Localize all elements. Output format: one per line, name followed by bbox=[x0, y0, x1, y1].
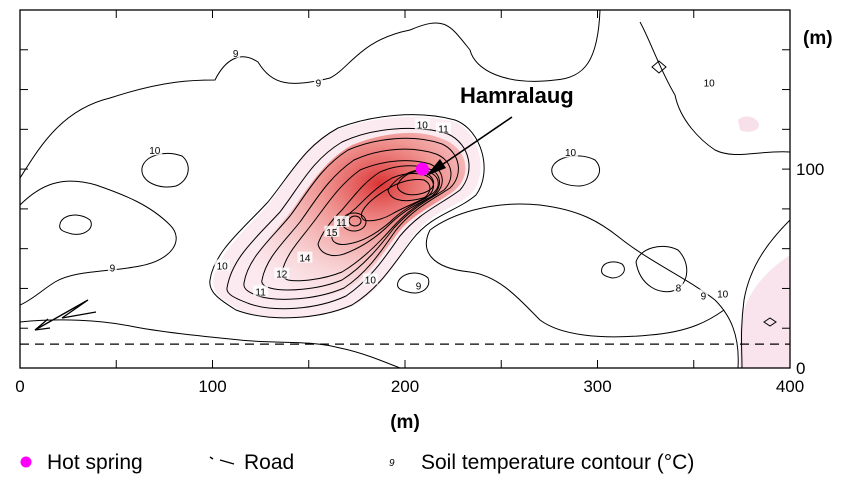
contour-15 bbox=[317, 165, 440, 257]
contour-label-background bbox=[297, 251, 313, 263]
contour-label: 14 bbox=[299, 254, 311, 265]
contour-label-background bbox=[333, 215, 349, 227]
contour-label: 8 bbox=[676, 283, 682, 294]
contour-label-background bbox=[701, 76, 717, 88]
contour-small-east-peak bbox=[763, 317, 777, 327]
contour-18-south-peak bbox=[348, 215, 362, 227]
contour-9-east bbox=[429, 203, 739, 368]
contour-label: 10 bbox=[217, 262, 229, 273]
legend-contour-label: Soil temperature contour (°C) bbox=[421, 451, 694, 474]
legend-hot-spring-icon bbox=[20, 456, 32, 468]
x-tick-label: 100 bbox=[198, 377, 226, 396]
contour-small-north-diamond bbox=[651, 60, 667, 74]
warm-zone-east-2 bbox=[738, 116, 760, 132]
contour-10-east-edge bbox=[741, 219, 790, 368]
contour-9-north bbox=[20, 10, 601, 179]
contour-label-background bbox=[715, 287, 731, 299]
legend-road-icon bbox=[209, 456, 235, 465]
contour-19 bbox=[397, 171, 435, 196]
y-tick-label: 0 bbox=[796, 359, 805, 378]
contour-10-east-loop bbox=[639, 21, 790, 156]
contour-label: 10 bbox=[417, 120, 429, 131]
contour-label-background bbox=[313, 76, 323, 88]
contour-label: 11 bbox=[336, 218, 347, 229]
x-axis-ticks: 0 100 200 300 400 bbox=[15, 10, 804, 396]
contour-8-loop bbox=[635, 246, 688, 293]
contour-9-central bbox=[425, 229, 725, 338]
temperature-anomaly bbox=[239, 132, 466, 303]
contour-label-background bbox=[253, 285, 269, 297]
contour-label: 9 bbox=[416, 281, 422, 292]
contour-label: 10 bbox=[565, 148, 577, 159]
contour-label: 9 bbox=[110, 264, 116, 275]
contour-16 bbox=[331, 173, 434, 245]
contour-label-background bbox=[413, 279, 423, 291]
contour-label: 9 bbox=[316, 79, 322, 90]
contour-label-background bbox=[274, 267, 290, 279]
contour-label-background bbox=[436, 122, 451, 134]
x-tick-label: 300 bbox=[583, 377, 611, 396]
contour-10-main bbox=[209, 114, 485, 319]
hot-spring-marker bbox=[415, 162, 429, 176]
contour-label: 11 bbox=[255, 287, 266, 298]
y-axis-unit: (m) bbox=[803, 28, 833, 49]
contour-label: 12 bbox=[276, 270, 288, 281]
x-tick-label: 200 bbox=[391, 377, 419, 396]
site-label: Hamralaug bbox=[460, 83, 574, 108]
x-tick-label: 0 bbox=[15, 377, 24, 396]
contour-label: 10 bbox=[149, 146, 161, 157]
contour-9-southwest bbox=[20, 319, 401, 368]
contour-10-west-small bbox=[59, 214, 92, 235]
contour-label-background bbox=[147, 144, 163, 156]
contour-label-background bbox=[414, 118, 430, 130]
contour-label: 9 bbox=[233, 49, 239, 60]
contour-label-background bbox=[324, 225, 340, 237]
contour-10-west-loop bbox=[141, 153, 189, 188]
contour-12 bbox=[243, 137, 459, 300]
x-tick-label: 400 bbox=[776, 377, 804, 396]
site-pointer-arrow bbox=[429, 116, 513, 174]
contour-label: 11 bbox=[438, 124, 449, 135]
contour-label-background bbox=[107, 261, 117, 273]
y-axis-ticks: 0 100 bbox=[20, 9, 824, 378]
legend-contour-icon: 9 bbox=[389, 458, 395, 469]
contour-label: 9 bbox=[701, 291, 707, 302]
contour-9-west bbox=[20, 180, 177, 306]
contour-9-mini-loop bbox=[397, 272, 430, 294]
contour-label-background bbox=[698, 289, 708, 301]
contour-label: 10 bbox=[365, 275, 377, 286]
contour-9-small-loop bbox=[601, 261, 625, 279]
contour-14 bbox=[281, 160, 443, 282]
contour-label: 15 bbox=[326, 228, 338, 239]
y-tick-label: 100 bbox=[796, 160, 824, 179]
contour-18 bbox=[387, 169, 439, 202]
contour-label: 10 bbox=[704, 79, 716, 90]
contour-label-background bbox=[214, 259, 230, 271]
x-axis-unit: (m) bbox=[390, 412, 420, 433]
contour-13 bbox=[261, 148, 452, 291]
contour-10-center-loop bbox=[551, 155, 600, 187]
contour-label: 10 bbox=[717, 289, 729, 300]
north-arrow-icon bbox=[34, 299, 97, 331]
contour-11-outer bbox=[226, 127, 470, 310]
legend: Hot spring Road 9 Soil temperature conto… bbox=[20, 451, 694, 474]
site-pointer-arrowhead bbox=[426, 159, 446, 176]
legend-road-label: Road bbox=[244, 451, 294, 474]
contour-label-background bbox=[231, 46, 241, 58]
warm-zone-east bbox=[740, 255, 790, 368]
legend-hot-spring-label: Hot spring bbox=[47, 451, 143, 474]
contour-label-background bbox=[563, 146, 579, 158]
contour-label-background bbox=[673, 281, 683, 293]
contour-label-background bbox=[362, 273, 378, 285]
